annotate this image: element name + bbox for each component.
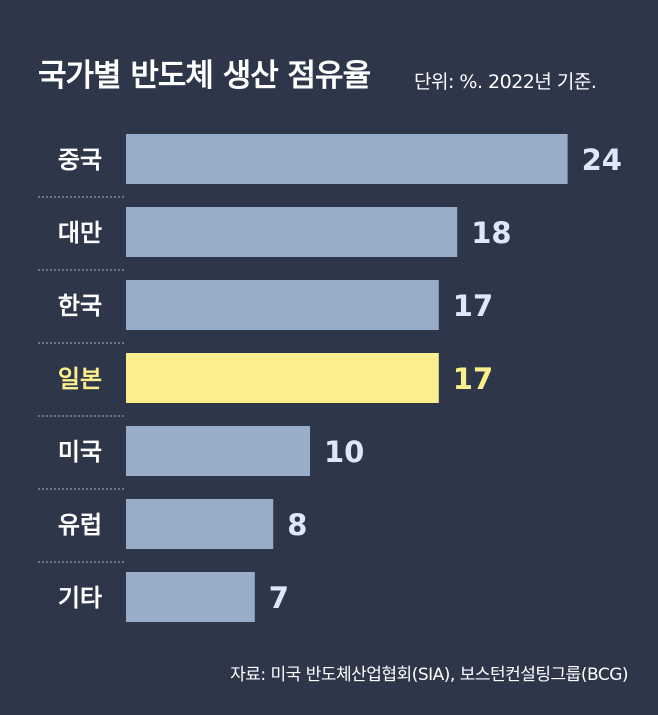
bar-4 <box>126 426 310 476</box>
bar-5 <box>126 499 274 549</box>
chart-title: 국가별 반도체 생산 점유율 <box>38 58 371 94</box>
bar-6 <box>126 572 255 622</box>
bar-2 <box>126 280 439 330</box>
bar-0 <box>126 134 568 184</box>
category-label-6: 기타 <box>58 584 102 612</box>
category-label-5: 유럽 <box>58 511 102 539</box>
bar-3 <box>126 353 439 403</box>
value-label-6: 7 <box>269 581 289 615</box>
source-note: 자료: 미국 반도체산업협회(SIA), 보스턴컨설팅그룹(BCG) <box>230 665 628 685</box>
category-label-4: 미국 <box>58 438 102 466</box>
category-label-2: 한국 <box>58 292 102 320</box>
category-label-1: 대만 <box>58 219 102 247</box>
unit-note: 단위: %. 2022년 기준. <box>414 71 597 93</box>
category-label-3: 일본 <box>58 365 102 393</box>
bar-1 <box>126 207 458 257</box>
value-label-1: 18 <box>471 216 511 250</box>
category-label-0: 중국 <box>58 146 102 174</box>
value-label-3: 17 <box>453 362 493 396</box>
value-label-4: 10 <box>324 435 364 469</box>
value-label-0: 24 <box>582 143 622 177</box>
value-label-5: 8 <box>287 508 307 542</box>
value-label-2: 17 <box>453 289 493 323</box>
